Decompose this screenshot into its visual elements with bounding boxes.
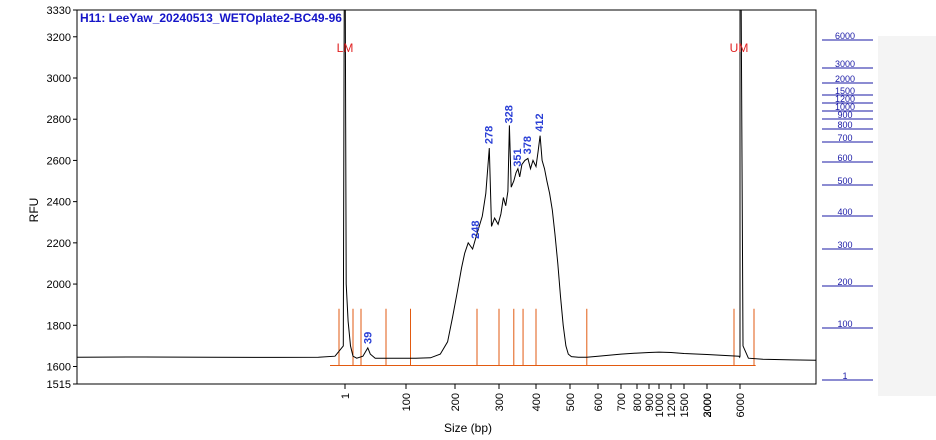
plot-border: [76, 9, 817, 385]
x-tick-label: 300: [494, 393, 506, 411]
y-tick-label: 2000: [47, 279, 71, 291]
ladder-lines: [330, 308, 756, 366]
x-tick-label: 500: [565, 393, 577, 411]
x-tick-label: 1: [340, 393, 352, 399]
x-tick-label: 800: [632, 393, 644, 411]
x-tick-label: 200: [450, 393, 462, 411]
y-tick-label: 2600: [47, 155, 71, 167]
ladder-axis-label: 500: [837, 176, 852, 186]
ladder-axis-label: 100: [837, 319, 852, 329]
y-tick-label: 3000: [47, 73, 71, 85]
x-tick-label: 100: [401, 393, 413, 411]
ladder-axis-label: 600: [837, 153, 852, 163]
x-tick-label: 1000: [654, 393, 666, 417]
y-tick-label: 3330: [47, 5, 71, 17]
x-tick-label: 700: [616, 393, 628, 411]
chart-title: H11: LeeYaw_20240513_WETOplate2-BC49-96: [80, 11, 342, 25]
ladder-axis-label: 900: [837, 110, 852, 120]
peak-label: 412: [534, 113, 546, 131]
x-tick-label: 1200: [666, 393, 678, 417]
ladder-axis-label: 1: [842, 371, 847, 381]
plot-frame: [76, 9, 817, 385]
y-tick-label: 3200: [47, 32, 71, 44]
peak-label: 328: [503, 105, 515, 123]
y-tick-label: 2200: [47, 238, 71, 250]
right-ladder-axis: 6000300020001500120010009008007006005004…: [822, 31, 873, 381]
y-axis: 1515 1600 1800 2000 2200 2400 2600 2800 3000 3200…: [47, 5, 77, 391]
ladder-axis-label: 400: [837, 207, 852, 217]
y-tick-label: 1515: [47, 379, 71, 391]
x-tick-label: 600: [593, 393, 605, 411]
side-panel-background: [878, 36, 936, 396]
x-tick-label: 400: [531, 393, 543, 411]
peak-label: 351: [512, 148, 524, 166]
y-tick-label: 2400: [47, 197, 71, 209]
x-tick-label: 1500: [679, 393, 691, 417]
ladder-axis-label: 1200: [835, 94, 855, 104]
y-tick-label: 1600: [47, 361, 71, 373]
ladder-axis-label: 300: [837, 240, 852, 250]
ladder-axis-label: 700: [837, 133, 852, 143]
ladder-axis-label: 800: [837, 120, 852, 130]
y-axis-title: RFU: [27, 198, 41, 223]
peak-label: 278: [483, 126, 495, 144]
ladder-axis-label: 200: [837, 277, 852, 287]
lower-marker-label: LM: [337, 41, 354, 55]
ladder-axis-label: 1500: [835, 86, 855, 96]
x-tick-label: 900: [644, 393, 656, 411]
x-tick-label: 2000: [702, 393, 714, 417]
peak-label: 39: [362, 332, 374, 344]
y-tick-label: 2800: [47, 114, 71, 126]
peak-label: 248: [470, 220, 482, 238]
upper-marker-label: UM: [730, 41, 749, 55]
ladder-axis-label: 6000: [835, 31, 855, 41]
x-tick-label: 3000: [702, 393, 714, 417]
peak-label: 378: [522, 136, 534, 154]
x-tick-label: 6000: [735, 393, 747, 417]
ladder-axis-label: 2000: [835, 74, 855, 84]
ladder-axis-label: 3000: [835, 59, 855, 69]
electropherogram-trace: [76, 9, 817, 361]
x-axis-title: Size (bp): [444, 421, 492, 435]
trace-layer: [76, 9, 817, 361]
ladder-axis-label: 1000: [835, 102, 855, 112]
y-tick-label: 1800: [47, 320, 71, 332]
